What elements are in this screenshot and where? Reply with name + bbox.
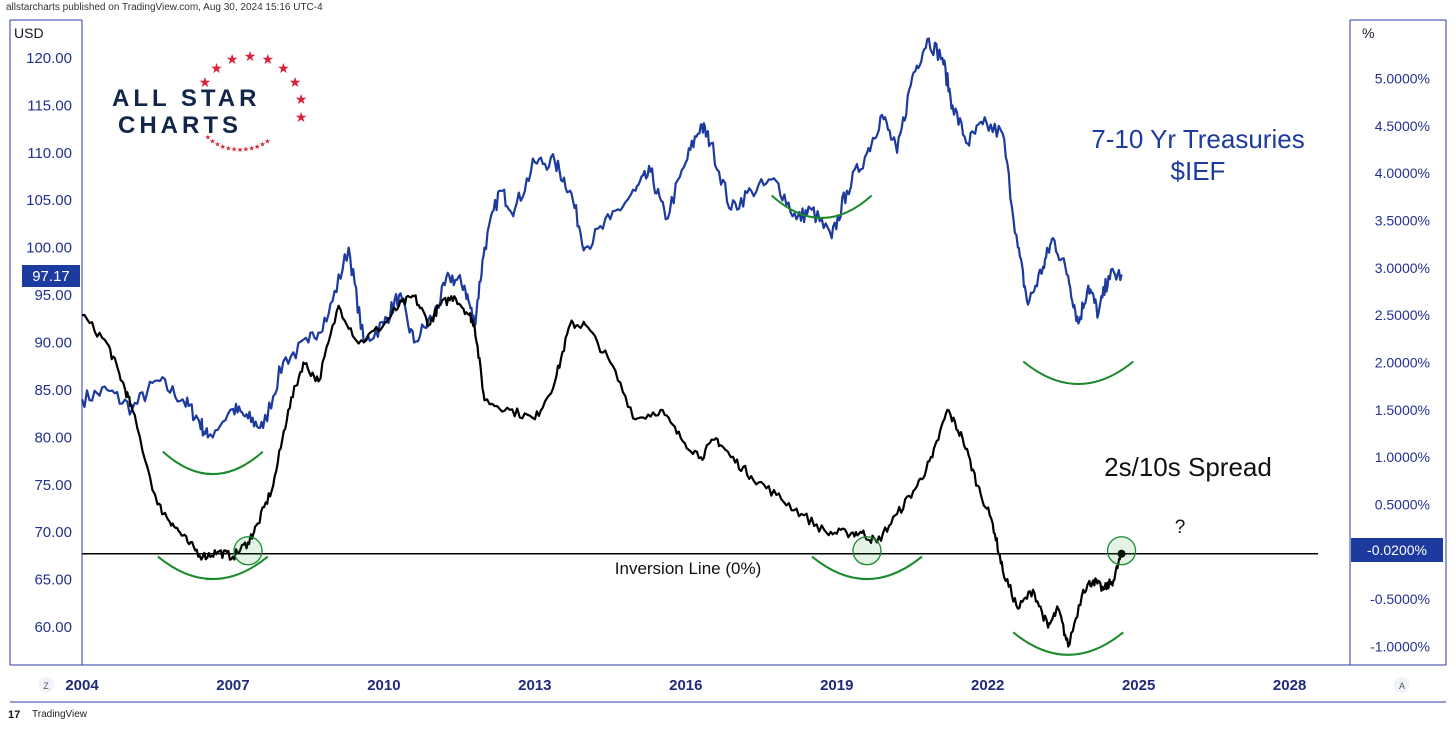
annotation-layer xyxy=(82,194,1318,656)
right-tick-label: 5.0000% xyxy=(1375,70,1430,86)
right-percent-axis: 5.0000% 4.5000% 4.0000% 3.5000% 3.0000% 2.500… xyxy=(1370,70,1430,654)
right-tick-label: 2.0000% xyxy=(1375,354,1430,370)
left-tick-label: 60.00 xyxy=(34,619,72,636)
logo-small-star: ★ xyxy=(243,146,249,154)
right-tick-label: -1.0000% xyxy=(1370,639,1430,655)
time-axis: 2004 2007 2010 2013 2016 2019 2022 2025 2028 xyxy=(65,677,1306,694)
right-unit-label: % xyxy=(1362,25,1374,41)
last-price-badge: 97.17 xyxy=(22,265,80,287)
left-tick-label: 70.00 xyxy=(34,524,72,541)
x-tick-label: 2028 xyxy=(1273,677,1306,694)
left-tick-label: 120.00 xyxy=(26,50,72,67)
logo-small-star: ★ xyxy=(214,140,220,148)
logo-line-2: CHARTS xyxy=(118,112,242,139)
left-tick-label: 105.00 xyxy=(26,192,72,209)
right-tick-label: 3.0000% xyxy=(1375,260,1430,276)
logo-line-1: ALL STAR xyxy=(112,85,260,112)
logo-small-star: ★ xyxy=(205,134,211,142)
star-arc-icon: ★★★ ★ ★★★★★★★★★★★★★★★★★ xyxy=(199,48,308,154)
inversion-line-label: Inversion Line (0%) xyxy=(615,559,761,578)
left-price-axis: 120.00 115.00 110.00 105.00 100.00 95.00 90.00… xyxy=(26,50,72,636)
x-tick-label: 2010 xyxy=(367,677,400,694)
logo-star: ★ xyxy=(277,60,290,76)
logo-small-star: ★ xyxy=(209,137,215,145)
logo-small-star: ★ xyxy=(248,145,254,153)
logo-star: ★ xyxy=(295,109,308,125)
series-line-0 xyxy=(80,37,1123,439)
logo-star: ★ xyxy=(295,91,308,107)
right-tick-label: 0.5000% xyxy=(1375,497,1430,513)
last-spread-label: -0.0200% xyxy=(1367,542,1427,558)
inversion-touch-circle-1 xyxy=(852,536,882,566)
x-tick-label: 2007 xyxy=(216,677,249,694)
left-tick-label: 115.00 xyxy=(27,97,72,114)
left-btn-label: Z xyxy=(43,681,49,691)
low-marker-arc-1 xyxy=(770,194,873,219)
logo-small-star: ★ xyxy=(225,145,231,153)
right-tick-label: 1.5000% xyxy=(1375,402,1430,418)
right-tick-label: 3.5000% xyxy=(1375,212,1430,228)
x-tick-label: 2022 xyxy=(971,677,1004,694)
right-tick-label: 2.5000% xyxy=(1375,307,1430,323)
low-marker-arc-3 xyxy=(157,555,269,581)
auto-scale-left-button[interactable]: Z xyxy=(38,677,54,693)
inversion-touch-circle-0 xyxy=(233,536,263,566)
logo-small-star: ★ xyxy=(237,146,243,154)
all-star-charts-logo: ★★★ ★ ★★★★★★★★★★★★★★★★★ ALL STAR CHARTS xyxy=(112,48,307,154)
logo-small-star: ★ xyxy=(220,143,226,151)
x-tick-label: 2019 xyxy=(820,677,853,694)
x-tick-label: 2013 xyxy=(518,677,551,694)
low-marker-arc-4 xyxy=(811,555,923,581)
low-marker-arc-5 xyxy=(1012,631,1124,656)
logo-star: ★ xyxy=(289,74,302,90)
series-line-1 xyxy=(81,294,1123,648)
series-layer xyxy=(80,37,1126,648)
logo-star: ★ xyxy=(262,51,275,67)
last-price-label: 97.17 xyxy=(32,268,70,285)
left-tick-label: 100.00 xyxy=(26,240,72,257)
left-tick-label: 90.00 xyxy=(34,335,72,352)
spread-title: 2s/10s Spread xyxy=(1104,452,1272,482)
x-tick-label: 2004 xyxy=(65,677,99,694)
ief-title-line-2: $IEF xyxy=(1171,156,1226,186)
question-mark-label: ? xyxy=(1175,517,1186,538)
low-marker-arc-0 xyxy=(162,450,264,476)
tradingview-logo-icon: 17 xyxy=(8,709,21,721)
logo-star: ★ xyxy=(199,74,212,90)
x-tick-label: 2025 xyxy=(1122,677,1155,694)
x-tick-label: 2016 xyxy=(669,677,702,694)
logo-small-star: ★ xyxy=(259,140,265,148)
left-tick-label: 65.00 xyxy=(34,572,72,589)
logo-star: ★ xyxy=(226,51,239,67)
logo-star: ★ xyxy=(244,48,257,64)
left-tick-label: 80.00 xyxy=(34,429,72,446)
logo-small-star: ★ xyxy=(264,137,270,145)
right-tick-label: 4.5000% xyxy=(1375,118,1430,134)
low-marker-arc-2 xyxy=(1022,360,1134,385)
left-unit-label: USD xyxy=(14,25,44,41)
left-tick-label: 95.00 xyxy=(34,287,72,304)
logo-small-star: ★ xyxy=(254,143,260,151)
right-btn-label: A xyxy=(1399,681,1405,691)
right-tick-label: 1.0000% xyxy=(1375,449,1430,465)
chart-frame xyxy=(9,19,1447,703)
tradingview-brand: TradingView xyxy=(32,709,88,720)
ief-title-line-1: 7-10 Yr Treasuries xyxy=(1091,124,1304,154)
right-tick-label: 4.0000% xyxy=(1375,165,1430,181)
left-tick-label: 75.00 xyxy=(34,477,72,494)
last-spread-badge: -0.0200% xyxy=(1351,538,1443,562)
logo-star: ★ xyxy=(210,60,223,76)
inversion-touch-circle-2 xyxy=(1106,536,1137,566)
right-tick-label: -0.5000% xyxy=(1370,591,1430,607)
left-tick-label: 85.00 xyxy=(34,382,72,399)
auto-scale-right-button[interactable]: A xyxy=(1394,677,1410,693)
publish-note: allstarcharts published on TradingView.c… xyxy=(6,2,323,13)
logo-small-star: ★ xyxy=(231,146,237,154)
left-tick-label: 110.00 xyxy=(27,145,72,162)
